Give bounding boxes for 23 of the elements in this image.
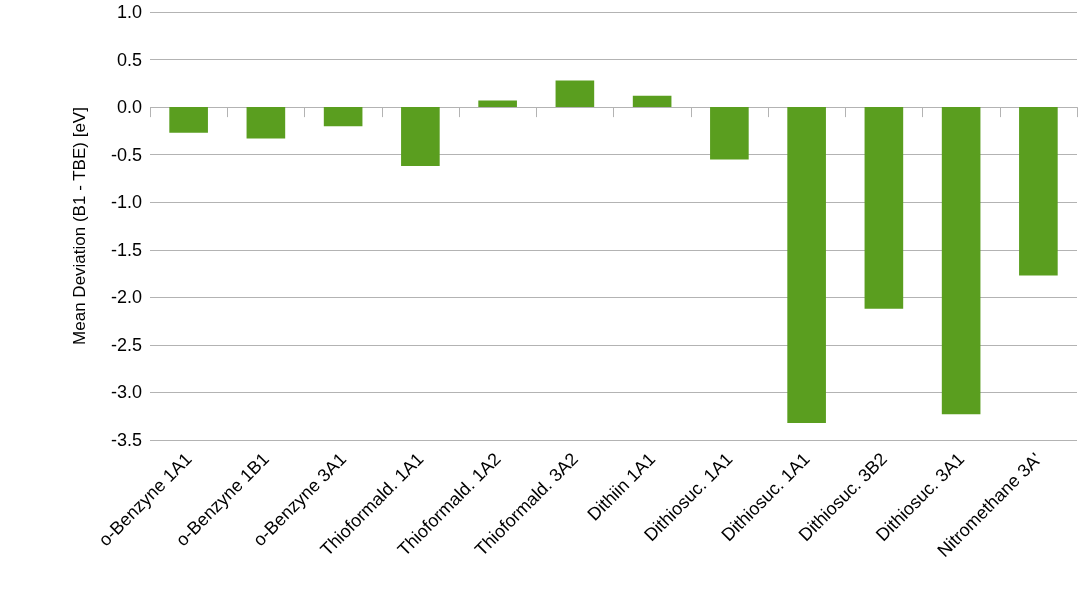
bar (555, 80, 595, 108)
bar (401, 107, 440, 167)
y-tick-label: -2.0 (110, 287, 142, 308)
bar (246, 107, 286, 139)
y-tick-label: 0.5 (116, 49, 142, 70)
y-axis-title: Mean Deviation (B1 - TBE) [eV] (70, 107, 89, 345)
y-tick-label: -1.5 (110, 239, 142, 260)
y-tick-label: -1.0 (110, 192, 142, 213)
bar (1019, 107, 1058, 276)
bar (710, 107, 749, 160)
bar (323, 107, 363, 127)
bar (787, 107, 826, 423)
y-tick-label: -3.0 (110, 382, 142, 403)
y-tick-label: 1.0 (116, 2, 142, 22)
bar (478, 100, 517, 108)
bar (169, 107, 208, 133)
y-tick-label: -0.5 (110, 144, 142, 165)
y-tick-label: -3.5 (110, 430, 142, 450)
y-tick-label: -2.5 (110, 334, 142, 355)
bar (632, 95, 672, 108)
bar (941, 107, 981, 415)
y-tick-label: 0.0 (116, 97, 142, 118)
bar (864, 107, 904, 309)
